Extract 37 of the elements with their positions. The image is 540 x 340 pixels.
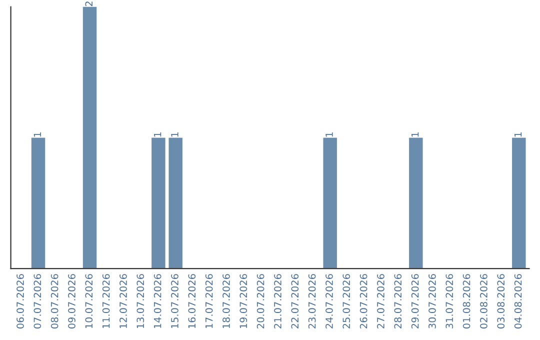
- x-tick-label: 25.07.2026: [342, 274, 350, 328]
- data-label: 1: [326, 132, 333, 137]
- data-label: 1: [412, 132, 419, 137]
- x-tick-label: 07.07.2026: [34, 274, 42, 328]
- x-tick-label: 08.07.2026: [50, 274, 58, 328]
- x-tick-label: 29.07.2026: [411, 274, 419, 328]
- x-tick-label: 06.07.2026: [16, 274, 24, 328]
- x-tick-label: 14.07.2026: [154, 274, 162, 328]
- x-tick-label: 17.07.2026: [205, 274, 213, 328]
- data-label: 2: [85, 2, 92, 6]
- x-tick-label: 23.07.2026: [308, 274, 316, 328]
- x-tick-label: 10.07.2026: [85, 274, 93, 328]
- x-tick-label: 20.07.2026: [256, 274, 264, 328]
- x-tick-label: 16.07.2026: [188, 274, 196, 328]
- x-tick-label: 28.07.2026: [394, 274, 402, 328]
- x-tick-label: 24.07.2026: [326, 274, 333, 328]
- x-tick-label: 15.07.2026: [171, 274, 178, 328]
- x-tick-label: 31.07.2026: [446, 274, 454, 328]
- x-tick-label: 26.07.2026: [360, 274, 368, 328]
- x-tick-label: 13.07.2026: [136, 274, 144, 328]
- x-tick-label: 30.07.2026: [428, 274, 436, 328]
- x-tick-label: 02.08.2026: [480, 274, 488, 328]
- x-tick-label: 19.07.2026: [240, 274, 248, 328]
- x-tick-label: 03.08.2026: [497, 274, 505, 328]
- x-tick-label: 21.07.2026: [274, 274, 282, 328]
- data-label: 1: [514, 132, 522, 137]
- x-tick-label: 27.07.2026: [377, 274, 384, 328]
- x-tick-label: 11.07.2026: [102, 274, 110, 328]
- data-label: 1: [171, 132, 178, 137]
- x-tick-label: 18.07.2026: [222, 274, 230, 328]
- x-tick-label: 12.07.2026: [120, 274, 127, 328]
- x-tick-label: 09.07.2026: [68, 274, 76, 328]
- x-tick-label: 01.08.2026: [462, 274, 470, 328]
- data-label: 1: [34, 132, 41, 137]
- data-label: 1: [154, 132, 162, 137]
- x-tick-label: 04.08.2026: [514, 274, 522, 328]
- x-tick-label: 22.07.2026: [291, 274, 299, 328]
